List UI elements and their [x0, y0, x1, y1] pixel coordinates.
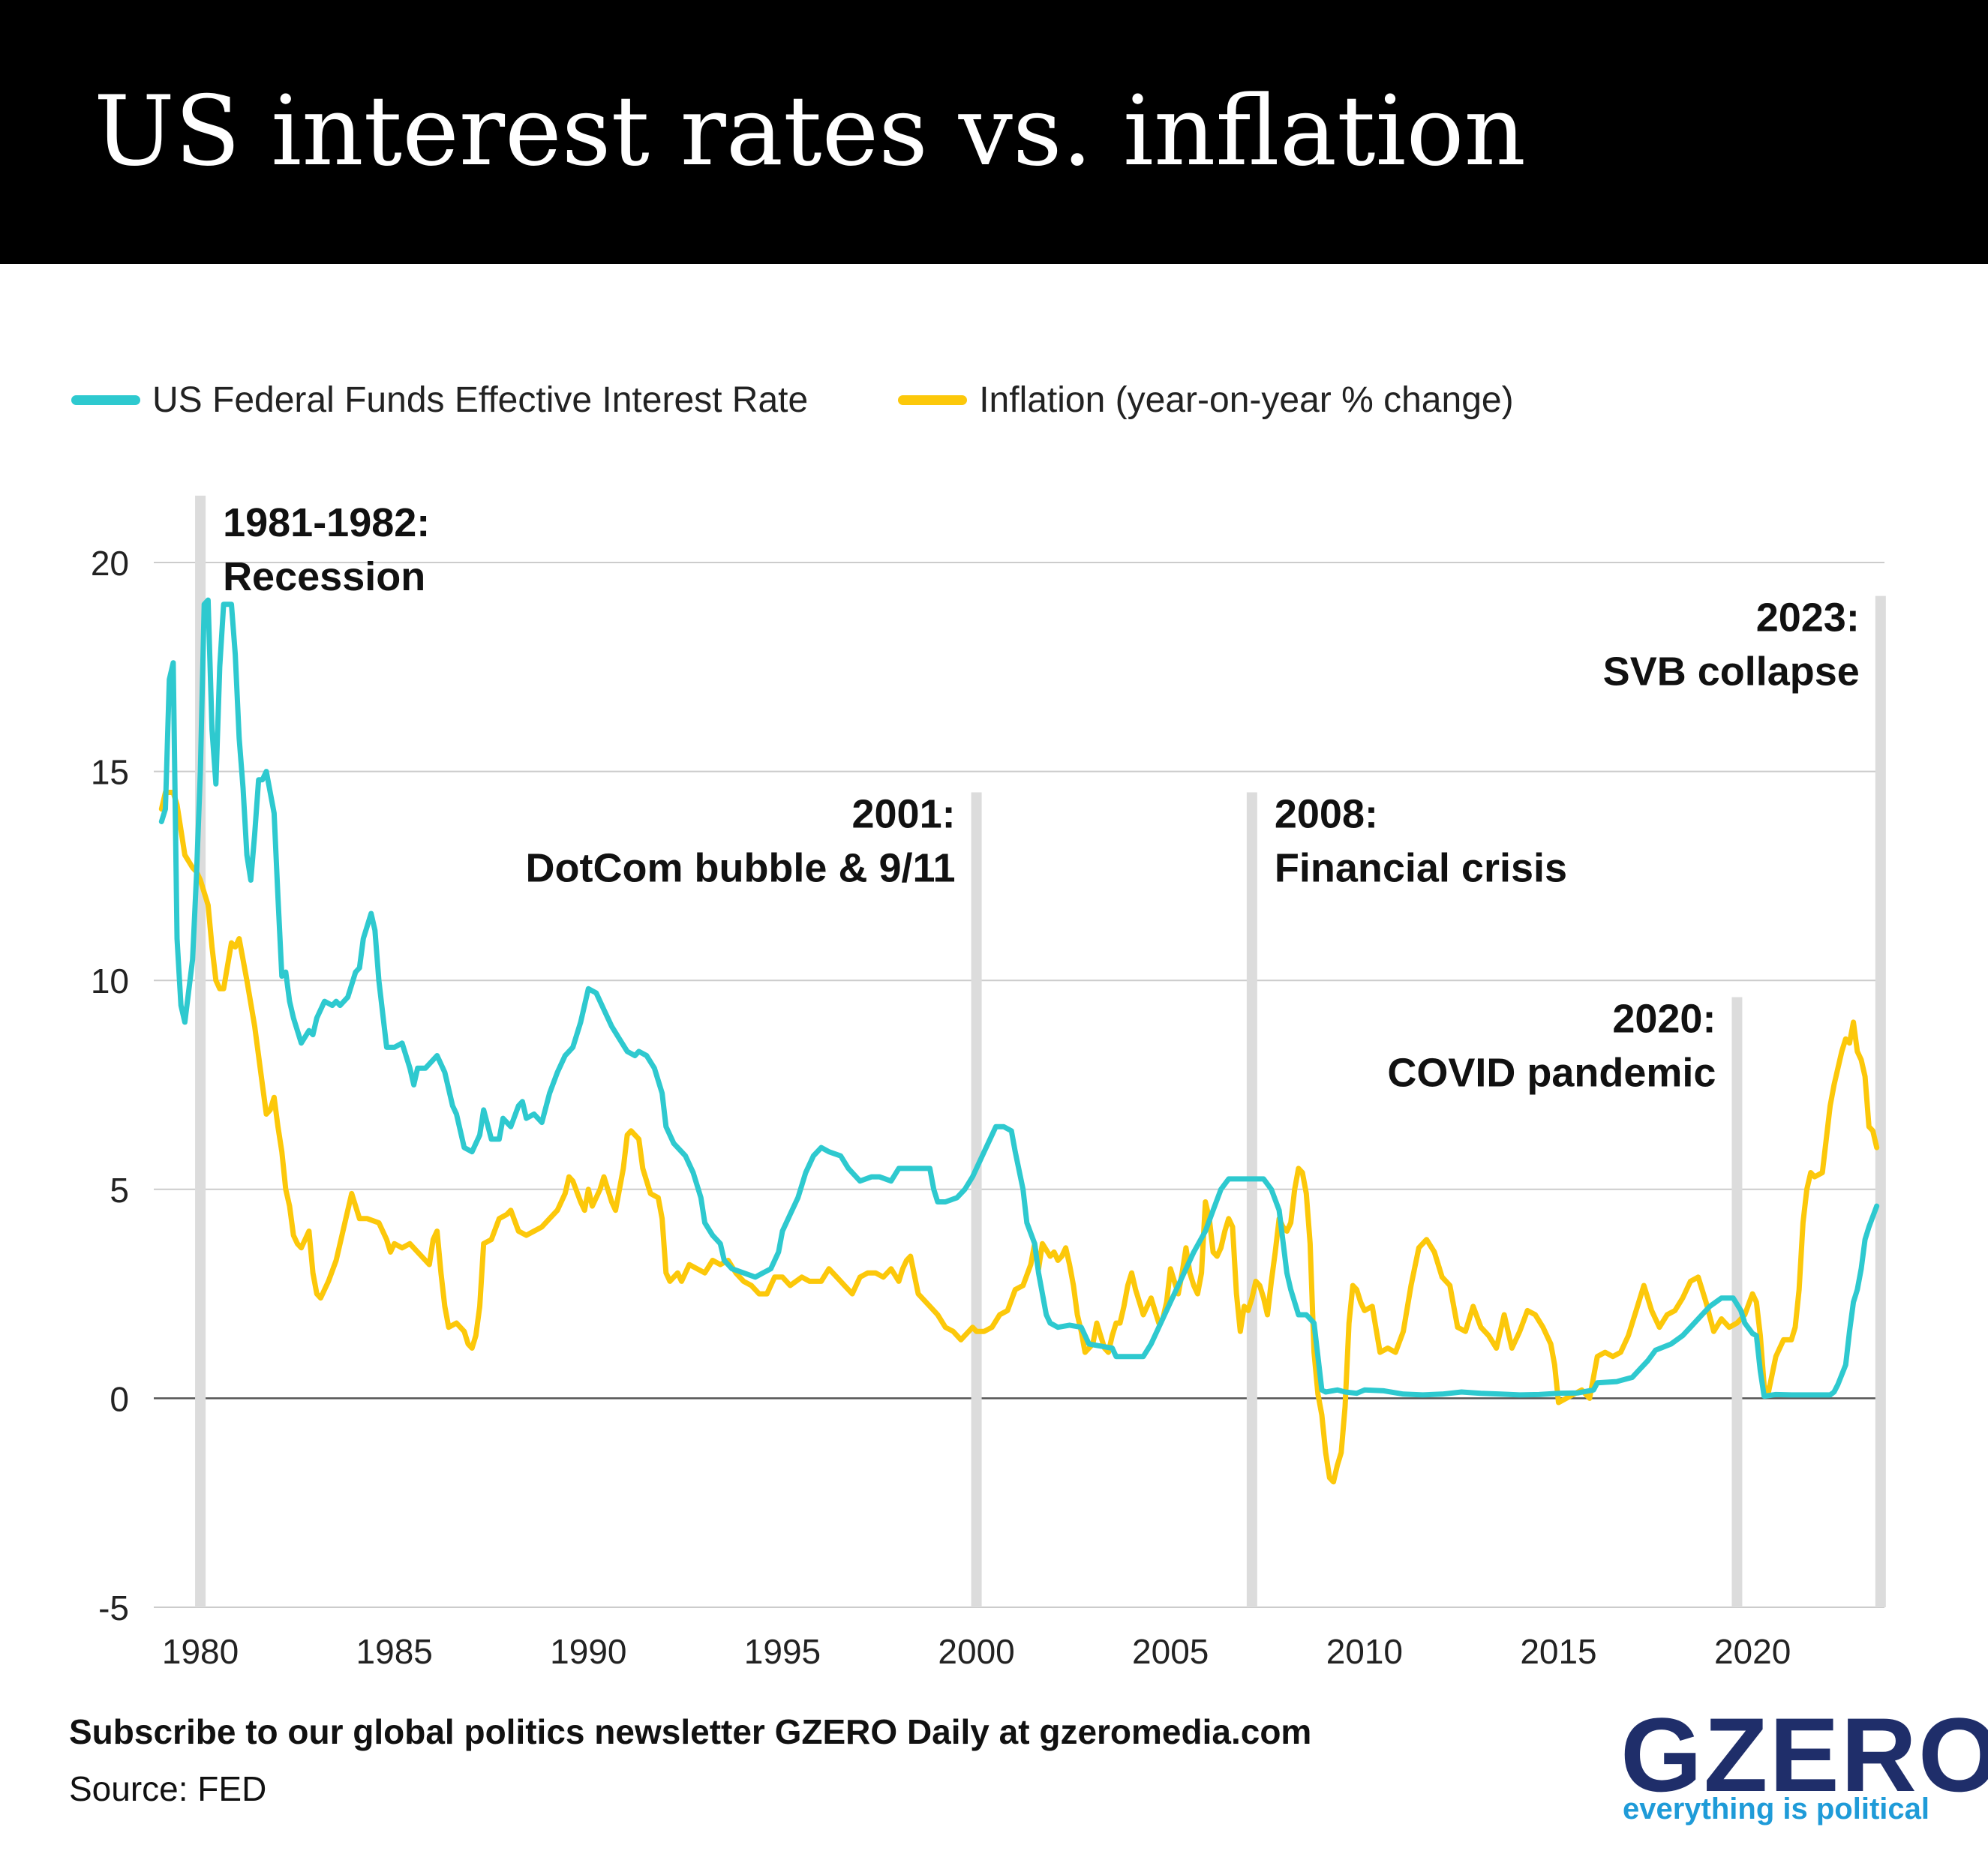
inflation-line	[158, 790, 1880, 1485]
x-tick-label: 2010	[1326, 1632, 1403, 1671]
x-tick-label: 2005	[1132, 1632, 1209, 1671]
x-tick-label: 1985	[356, 1632, 433, 1671]
interest-rate-line	[158, 597, 1880, 1400]
title-bar: US interest rates vs. inflation	[0, 0, 1988, 264]
gzero-tagline: everything is political	[1623, 1792, 1930, 1826]
x-tick-label: 2000	[938, 1632, 1014, 1671]
annotation-label: 2001:	[851, 791, 955, 836]
annotation-label: SVB collapse	[1603, 650, 1860, 694]
legend-swatch-interest-rate	[71, 394, 140, 405]
annotation-label: Recession	[223, 554, 425, 599]
annotation-label: 1981-1982:	[223, 500, 430, 545]
x-tick-label: 1995	[744, 1632, 821, 1671]
x-tick-label: 2015	[1520, 1632, 1596, 1671]
y-tick-label: 15	[91, 753, 129, 792]
annotation-label: 2020:	[1612, 996, 1716, 1041]
annotation-line	[1246, 792, 1257, 1607]
legend-swatch-inflation	[898, 394, 968, 405]
annotation-label: DotCom bubble & 9/11	[526, 845, 956, 890]
y-tick-label: 5	[110, 1171, 129, 1210]
gzero-logo: GZERO	[1620, 1696, 1988, 1814]
chart-legend: US Federal Funds Effective Interest Rate…	[71, 374, 1604, 426]
annotation-label: Financial crisis	[1275, 845, 1567, 890]
legend-item-interest-rate: US Federal Funds Effective Interest Rate	[71, 380, 808, 421]
annotation-label: COVID pandemic	[1387, 1050, 1716, 1095]
annotation-line	[971, 792, 982, 1607]
y-tick-label: 10	[91, 962, 129, 1000]
legend-label-inflation: Inflation (year-on-year % change)	[979, 380, 1514, 420]
source-text: Source: FED	[69, 1769, 267, 1808]
y-tick-label: 20	[91, 544, 129, 583]
page-title: US interest rates vs. inflation	[94, 76, 1526, 188]
annotation-label: 2008:	[1275, 791, 1378, 836]
x-tick-label: 1990	[550, 1632, 626, 1671]
y-tick-label: -5	[98, 1588, 129, 1628]
x-tick-label: 1980	[162, 1632, 239, 1671]
x-tick-label: 2020	[1714, 1632, 1791, 1671]
y-tick-label: 0	[110, 1379, 129, 1418]
subscribe-text: Subscribe to our global politics newslet…	[69, 1712, 1312, 1751]
legend-item-inflation: Inflation (year-on-year % change)	[898, 380, 1514, 421]
annotation-label: 2023:	[1756, 596, 1860, 640]
annotation-line	[1875, 596, 1886, 1608]
line-chart: -5 0 5 10 15 20 1980 1985 1990 1995 2000 2005 2010 20…	[91, 495, 1886, 1671]
legend-label-interest-rate: US Federal Funds Effective Interest Rate	[152, 380, 809, 420]
